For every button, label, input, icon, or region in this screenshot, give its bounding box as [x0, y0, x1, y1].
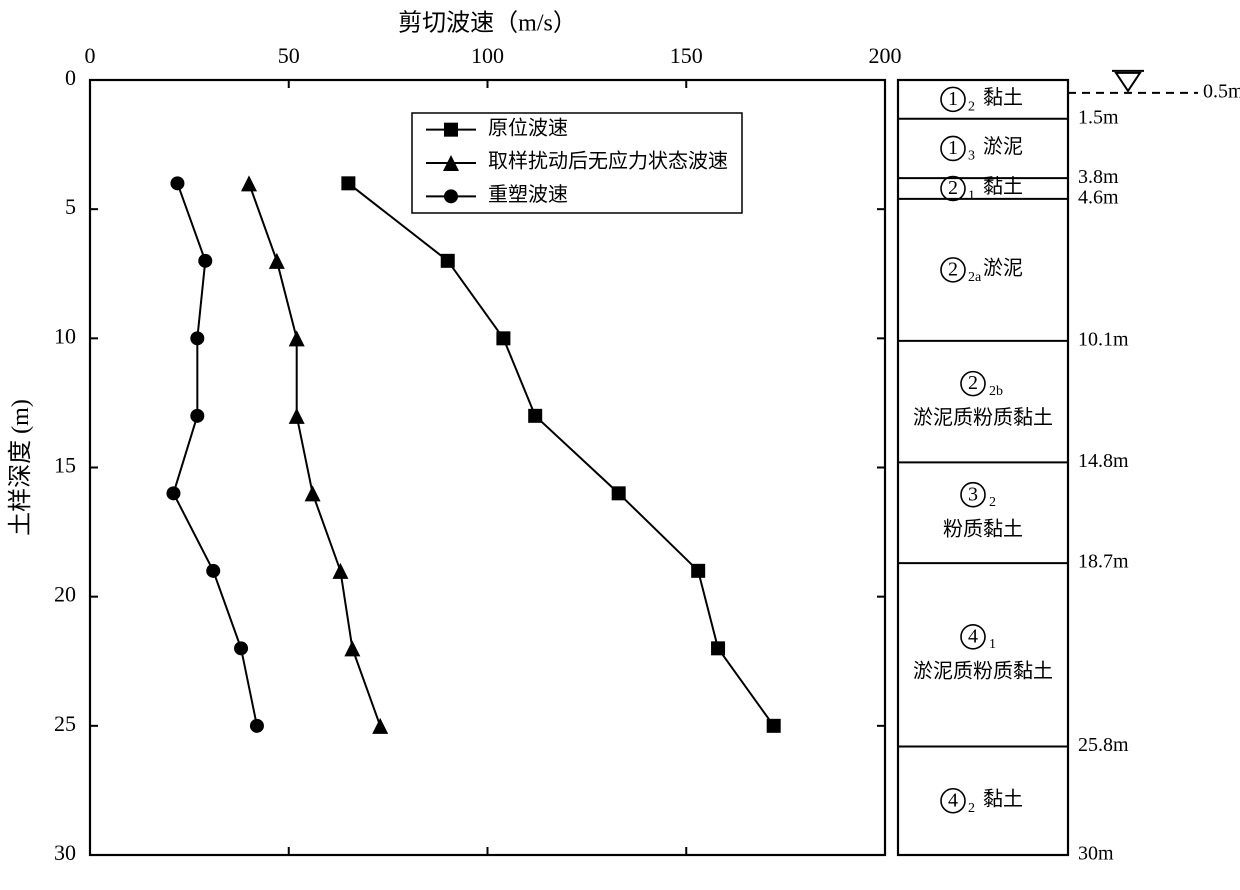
- strat-layer-label: 黏土: [983, 86, 1023, 109]
- series-line: [348, 183, 773, 726]
- svg-text:100: 100: [471, 43, 504, 68]
- strat-depth-label: 3.8m: [1078, 166, 1119, 188]
- svg-text:3: 3: [968, 483, 978, 505]
- x-axis-title: 剪切波速（m/s）: [398, 10, 577, 37]
- figure-svg: 0 50 100 150 200 剪切波速（m/s） 0 5 10 15 20 25 30 土样深度 (m…: [0, 0, 1240, 890]
- svg-text:4: 4: [968, 625, 978, 647]
- svg-text:2: 2: [968, 100, 975, 115]
- figure-container: 0 50 100 150 200 剪切波速（m/s） 0 5 10 15 20 25 30 土样深度 (m…: [0, 0, 1240, 890]
- svg-text:3: 3: [968, 149, 975, 164]
- strat-depth-label: 18.7m: [1078, 551, 1129, 573]
- svg-text:4: 4: [948, 789, 958, 811]
- svg-text:1: 1: [948, 137, 958, 159]
- svg-text:1: 1: [948, 88, 958, 110]
- svg-text:2a: 2a: [968, 270, 982, 285]
- svg-text:2: 2: [948, 177, 958, 199]
- water-table-label: 0.5m: [1203, 81, 1240, 103]
- svg-text:2: 2: [968, 372, 978, 394]
- svg-text:30: 30: [54, 840, 76, 865]
- series-line: [249, 183, 380, 726]
- strat-depth-label: 10.1m: [1078, 329, 1129, 351]
- svg-text:10: 10: [54, 323, 76, 348]
- strat-layer-label: 淤泥: [983, 256, 1023, 279]
- svg-text:15: 15: [54, 453, 76, 478]
- svg-text:1: 1: [989, 637, 996, 652]
- legend-label: 原位波速: [488, 116, 568, 139]
- strat-depth-label: 30m: [1078, 843, 1114, 865]
- svg-text:2: 2: [968, 801, 975, 816]
- strat-depth-label: 4.6m: [1078, 186, 1119, 208]
- legend-label: 重塑波速: [488, 183, 568, 206]
- svg-text:0: 0: [85, 43, 96, 68]
- svg-text:5: 5: [65, 194, 76, 219]
- strat-depth-label: 14.8m: [1078, 450, 1129, 472]
- strat-depth-label: 1.5m: [1078, 106, 1119, 128]
- svg-text:2: 2: [948, 258, 958, 280]
- strat-layer-label: 淤泥质粉质黏土: [913, 406, 1053, 429]
- strat-depth-label: 25.8m: [1078, 734, 1129, 756]
- strat-layer-label: 黏土: [983, 787, 1023, 810]
- svg-text:1: 1: [968, 189, 975, 204]
- strat-layer-label: 淤泥质粉质黏土: [913, 659, 1053, 682]
- svg-text:200: 200: [869, 43, 902, 68]
- water-table-icon: [1116, 73, 1140, 91]
- svg-text:150: 150: [670, 43, 703, 68]
- svg-text:50: 50: [278, 43, 300, 68]
- strat-layer-label: 黏土: [983, 175, 1023, 198]
- y-axis-title: 土样深度 (m): [7, 399, 34, 536]
- legend-label: 取样扰动后无应力状态波速: [488, 150, 728, 173]
- svg-text:0: 0: [65, 65, 76, 90]
- svg-text:2: 2: [989, 495, 996, 510]
- svg-text:2b: 2b: [989, 384, 1003, 399]
- svg-text:20: 20: [54, 582, 76, 607]
- strat-layer-label: 淤泥: [983, 135, 1023, 158]
- svg-text:25: 25: [54, 711, 76, 736]
- strat-layer-label: 粉质黏土: [943, 517, 1023, 540]
